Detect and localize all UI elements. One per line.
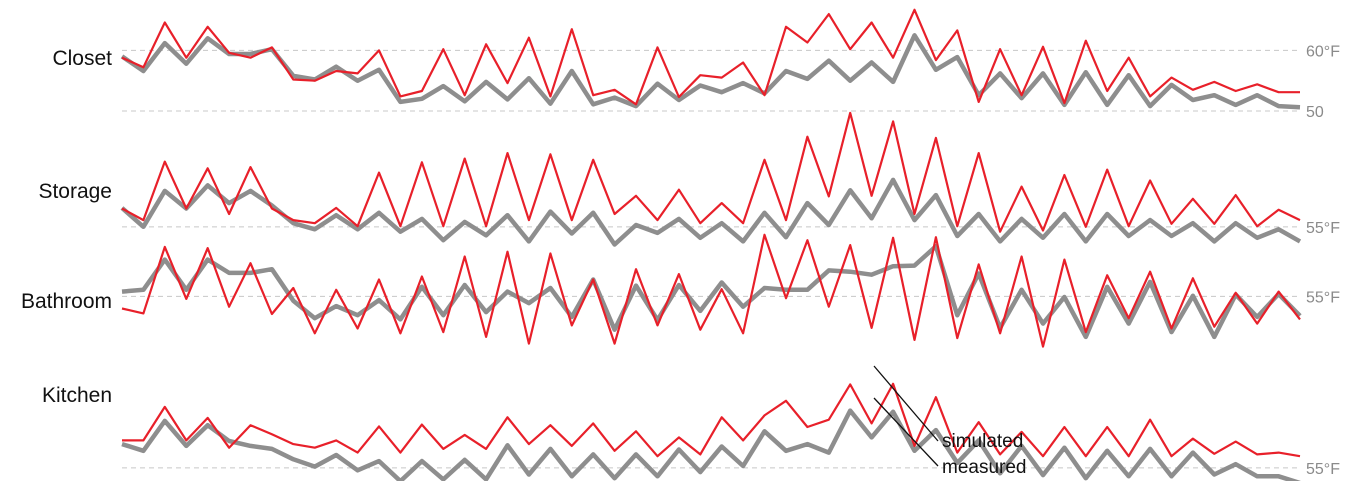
panel-closet: 60°F 50 Closet	[52, 8, 1340, 121]
chart-panels: 60°F 50 Closet 55°F Storage 55°F Bathroom 55°F K…	[21, 8, 1340, 481]
bathroom-measured-line	[121, 244, 1302, 340]
measured-leader-line	[873, 397, 939, 467]
storage-measured-line	[120, 177, 1302, 247]
closet-tick-label-0: 60°F	[1306, 43, 1340, 60]
panel-kitchen: 55°F Kitchen	[42, 382, 1340, 481]
measured-annotation-label: measured	[942, 457, 1027, 478]
storage-simulated-line	[121, 111, 1301, 233]
kitchen-simulated-line	[122, 382, 1301, 458]
kitchen-measured-line	[121, 408, 1301, 481]
simulated-annotation-label: simulated	[942, 431, 1023, 452]
kitchen-tick-label-0: 55°F	[1306, 461, 1340, 478]
panel-storage: 55°F Storage	[38, 111, 1340, 247]
kitchen-panel-label: Kitchen	[42, 384, 112, 407]
closet-panel-label: Closet	[52, 47, 112, 70]
simulated-leader-line	[873, 365, 939, 442]
storage-panel-label: Storage	[38, 180, 112, 203]
closet-tick-label-1: 50	[1306, 104, 1324, 121]
closet-measured-line	[120, 33, 1301, 110]
closet-simulated-line	[121, 8, 1300, 106]
panel-bathroom: 55°F Bathroom	[21, 233, 1340, 348]
bathroom-panel-label: Bathroom	[21, 290, 112, 313]
bathroom-simulated-line	[121, 233, 1301, 348]
bathroom-tick-label-0: 55°F	[1306, 289, 1340, 306]
storage-tick-label-0: 55°F	[1306, 220, 1340, 237]
series-annotation: simulated measured	[873, 365, 1027, 478]
